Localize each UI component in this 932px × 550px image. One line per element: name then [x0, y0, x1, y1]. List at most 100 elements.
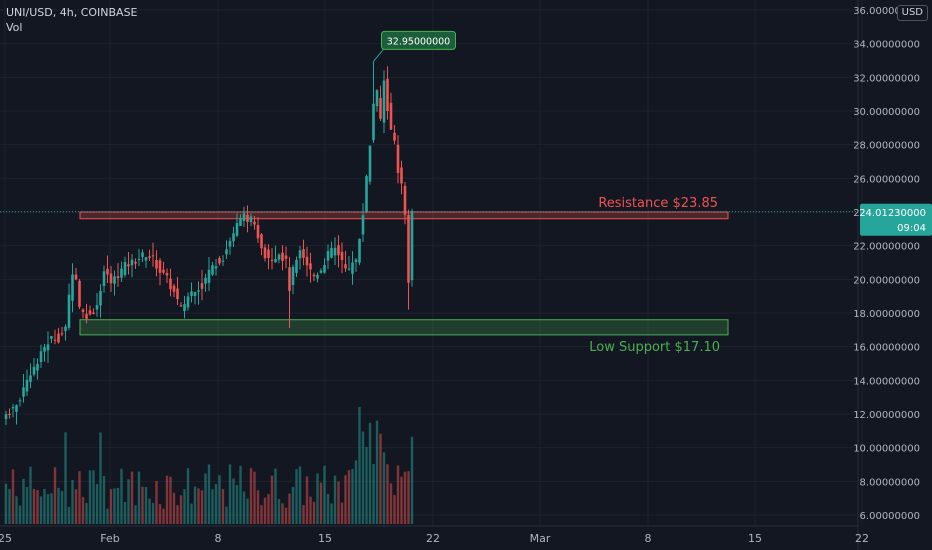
candle-body [337, 245, 340, 256]
candle-body [351, 262, 354, 274]
candle-body [130, 259, 134, 266]
volume-bar [88, 470, 92, 524]
volume-bar [267, 494, 270, 524]
candle-body [274, 258, 277, 263]
volume-bar [344, 475, 347, 524]
volume-bar [53, 467, 57, 524]
volume-bar [242, 491, 246, 524]
volume-bar [232, 478, 235, 524]
volume-bar [8, 489, 11, 524]
candle-body [29, 375, 32, 382]
volume-bar [43, 488, 46, 524]
price-tick-label: 30.00000000 [853, 107, 920, 118]
candle-body [344, 264, 347, 269]
candle-body [323, 265, 326, 273]
price-tick-label: 14.00000000 [853, 376, 920, 387]
volume-bar [351, 469, 354, 524]
candle-body [347, 268, 351, 270]
volume-bar [393, 495, 396, 524]
candle-body [242, 213, 246, 221]
candle-body [309, 263, 312, 270]
volume-bar [389, 483, 393, 524]
price-tick-label: 10.00000000 [853, 444, 920, 455]
volume-bar [176, 505, 179, 524]
volume-bar [302, 505, 305, 524]
volume-bar [134, 505, 137, 524]
candle-body [316, 274, 319, 279]
candle-body [354, 259, 358, 262]
candle-body [277, 254, 281, 260]
volume-bar [330, 503, 333, 524]
candle-body [186, 296, 190, 308]
volume-bar [155, 480, 158, 524]
candle-body [200, 283, 204, 289]
candle-body [225, 249, 228, 255]
volume-bar [347, 470, 351, 524]
candle-body [25, 379, 29, 392]
support-zone[interactable] [79, 319, 729, 336]
support-label: Low Support $17.10 [589, 340, 720, 355]
candle-body [148, 256, 151, 258]
candle-body [214, 266, 218, 269]
volume-bar [410, 436, 414, 524]
volume-bar [204, 473, 207, 524]
currency-button[interactable]: USD [896, 5, 928, 21]
candle-body [120, 268, 123, 278]
volume-bar [284, 507, 288, 524]
candle-body [64, 326, 67, 332]
volume-bar [396, 465, 400, 524]
candle-body [4, 414, 8, 420]
volume-bar [15, 496, 18, 524]
symbol-title: UNI/USD, 4h, COINBASE [6, 6, 138, 19]
candle-body [211, 265, 214, 275]
candle-body [11, 407, 15, 409]
volume-bar [95, 484, 99, 524]
volume-bar [312, 501, 316, 524]
candle-body [169, 278, 172, 290]
volume-bar [319, 482, 323, 524]
volume-bar [288, 493, 291, 524]
volume-bar [277, 498, 281, 524]
candle-body [207, 269, 211, 283]
peak-pointer [373, 49, 384, 62]
volume-label: Vol [6, 21, 23, 34]
candle-body [172, 285, 176, 292]
volume-bar [36, 490, 39, 524]
volume-bar [375, 420, 379, 524]
volume-bar [249, 468, 253, 524]
volume-bar [158, 504, 162, 524]
last-price-badge [860, 203, 932, 236]
volume-bar [298, 466, 302, 524]
candle-body [8, 413, 11, 415]
candle-body [246, 214, 249, 222]
candle-body [99, 290, 102, 306]
candle-body [193, 291, 197, 297]
volume-bar [162, 508, 165, 524]
volume-bar [207, 464, 211, 524]
candle-body [260, 234, 263, 249]
volume-bar [46, 494, 50, 524]
candle-body [60, 333, 64, 335]
volume-bar [106, 508, 109, 524]
volume-bar [256, 490, 260, 524]
candle-body [95, 305, 99, 310]
time-tick-label: Mar [530, 532, 551, 545]
candle-body [284, 255, 288, 259]
price-tick-label: 16.00000000 [853, 343, 920, 354]
candle-body [155, 260, 158, 269]
candle-body [78, 280, 81, 307]
time-tick-label: 22 [426, 532, 440, 545]
candle-body [158, 260, 162, 273]
candle-body [32, 366, 36, 375]
candle-body [263, 247, 267, 259]
candle-body [319, 270, 323, 273]
candle-body [15, 405, 18, 412]
volume-bar [92, 470, 95, 524]
volume-bar [365, 447, 368, 524]
volume-bar [200, 490, 204, 524]
candle-body [361, 215, 365, 235]
volume-bar [169, 476, 172, 524]
volume-bar [326, 493, 330, 524]
candle-body [407, 215, 410, 283]
